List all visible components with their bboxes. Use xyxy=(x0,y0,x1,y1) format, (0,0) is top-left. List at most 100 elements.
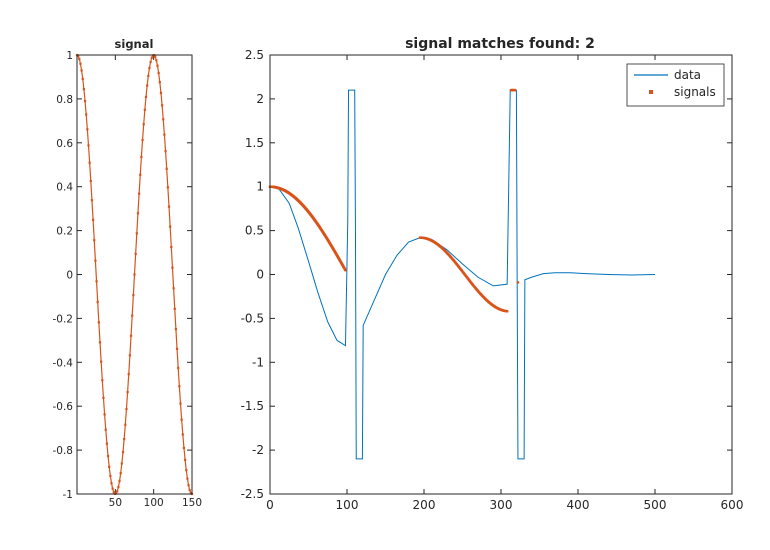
signal-marker xyxy=(110,482,113,485)
x-tick-label: 600 xyxy=(721,498,744,512)
signal-marker xyxy=(187,484,190,487)
x-tick-label: 100 xyxy=(336,498,359,512)
x-tick-label: 400 xyxy=(567,498,590,512)
signal-marker xyxy=(141,138,144,142)
legend-label-signals: signals xyxy=(674,85,716,99)
x-tick-label: 200 xyxy=(413,498,436,512)
signal-marker xyxy=(135,232,138,235)
signal-marker xyxy=(106,454,110,458)
signal-marker xyxy=(177,366,180,370)
signal-marker xyxy=(85,113,88,116)
signal-marker xyxy=(166,186,169,189)
signal-marker xyxy=(89,179,92,183)
signal-marker xyxy=(108,465,111,468)
signal-marker xyxy=(128,354,131,357)
y-tick-label: 1 xyxy=(256,180,264,194)
legend-box xyxy=(626,63,725,107)
signal-marker xyxy=(95,280,98,283)
y-tick-label: -0.4 xyxy=(53,357,74,369)
y-tick-label: -0.2 xyxy=(53,313,74,325)
series-line-data xyxy=(269,89,656,460)
y-tick-label: 1.5 xyxy=(245,136,264,150)
right-plot-area xyxy=(268,88,656,460)
left-axes-box xyxy=(76,54,193,495)
right-axes-box xyxy=(269,54,733,495)
signal-marker xyxy=(111,487,114,490)
y-tick-label: -1 xyxy=(252,355,264,369)
signal-marker xyxy=(158,81,161,84)
signal-marker xyxy=(112,491,115,494)
signal-marker xyxy=(79,62,82,65)
signal-marker xyxy=(77,54,80,58)
x-tick-label: 50 xyxy=(109,497,122,509)
signal-marker xyxy=(124,423,127,426)
signal-marker xyxy=(109,474,112,478)
signal-marker xyxy=(144,95,148,99)
signal-marker xyxy=(104,428,107,431)
signal-marker xyxy=(150,56,153,59)
y-tick-label: 2 xyxy=(256,92,264,106)
x-tick-label: 0 xyxy=(266,498,274,512)
left-axis-ticks: 50 100 150 -1 -0.8 -0.6 -0.4 -0.2 0 0.2 0.4 0.6 0.8 1 xyxy=(53,50,203,509)
signal-marker xyxy=(121,450,125,454)
signal-marker xyxy=(117,486,120,489)
y-tick-label: 0 xyxy=(66,270,73,282)
signal-marker xyxy=(87,144,90,147)
signal-marker xyxy=(90,199,94,202)
y-tick-label: -0.5 xyxy=(241,311,264,325)
signal-marker xyxy=(88,161,91,164)
signal-marker xyxy=(100,360,103,363)
y-tick-label: -1.5 xyxy=(241,399,264,413)
signal-marker xyxy=(167,205,171,208)
signal-marker xyxy=(92,218,95,222)
signal-marker xyxy=(171,266,174,269)
signal-marker xyxy=(133,273,136,276)
signal-marker xyxy=(185,468,188,472)
signal-marker xyxy=(97,321,100,324)
signal-marker xyxy=(78,57,81,60)
signal-marker xyxy=(344,269,347,272)
y-tick-label: 0.8 xyxy=(56,94,73,106)
signal-marker xyxy=(148,66,151,70)
subplot-matches: signal matches found: 2 0 100 200 300 400 500… xyxy=(241,36,744,512)
signal-marker xyxy=(120,462,123,465)
signal-marker xyxy=(123,438,126,441)
x-tick-label: 300 xyxy=(490,498,513,512)
x-tick-label: 100 xyxy=(144,497,164,509)
signal-marker xyxy=(179,402,182,405)
signal-marker xyxy=(98,341,102,344)
signal-marker xyxy=(162,118,165,121)
chart-title-signal: signal xyxy=(115,37,154,51)
signal-marker xyxy=(184,458,187,461)
signal-marker xyxy=(170,245,173,249)
signal-marker xyxy=(188,489,191,492)
signal-marker xyxy=(161,104,164,107)
y-tick-label: 1 xyxy=(66,50,73,62)
y-tick-label: -0.8 xyxy=(53,445,74,457)
signal-marker xyxy=(102,396,105,399)
signal-marker xyxy=(142,123,145,126)
signal-marker xyxy=(165,167,168,170)
signal-marker xyxy=(136,212,140,215)
signal-marker xyxy=(138,192,141,195)
right-axis-ticks: 0 100 200 300 400 500 600 -2.5 -2 -1.5 -1 -0.5 0 0.5 1… xyxy=(241,48,744,512)
signal-marker xyxy=(513,88,517,92)
signal-marker xyxy=(181,433,184,436)
signal-marker xyxy=(516,281,520,284)
signal-marker xyxy=(119,472,122,475)
signal-marker xyxy=(132,294,135,297)
signal-marker xyxy=(147,74,150,77)
signal-marker xyxy=(129,334,133,337)
signal-marker xyxy=(157,71,160,75)
y-tick-label: 0 xyxy=(256,268,264,282)
signal-marker xyxy=(103,413,106,416)
signal-marker xyxy=(143,108,146,111)
chart-title-matches: signal matches found: 2 xyxy=(405,36,595,52)
signal-marker xyxy=(174,327,177,331)
signal-marker xyxy=(155,59,158,62)
signal-marker xyxy=(81,77,84,81)
signal-marker xyxy=(139,173,142,176)
signal-marker xyxy=(105,442,108,445)
signal-marker xyxy=(134,252,137,255)
x-tick-label: 150 xyxy=(182,497,202,509)
